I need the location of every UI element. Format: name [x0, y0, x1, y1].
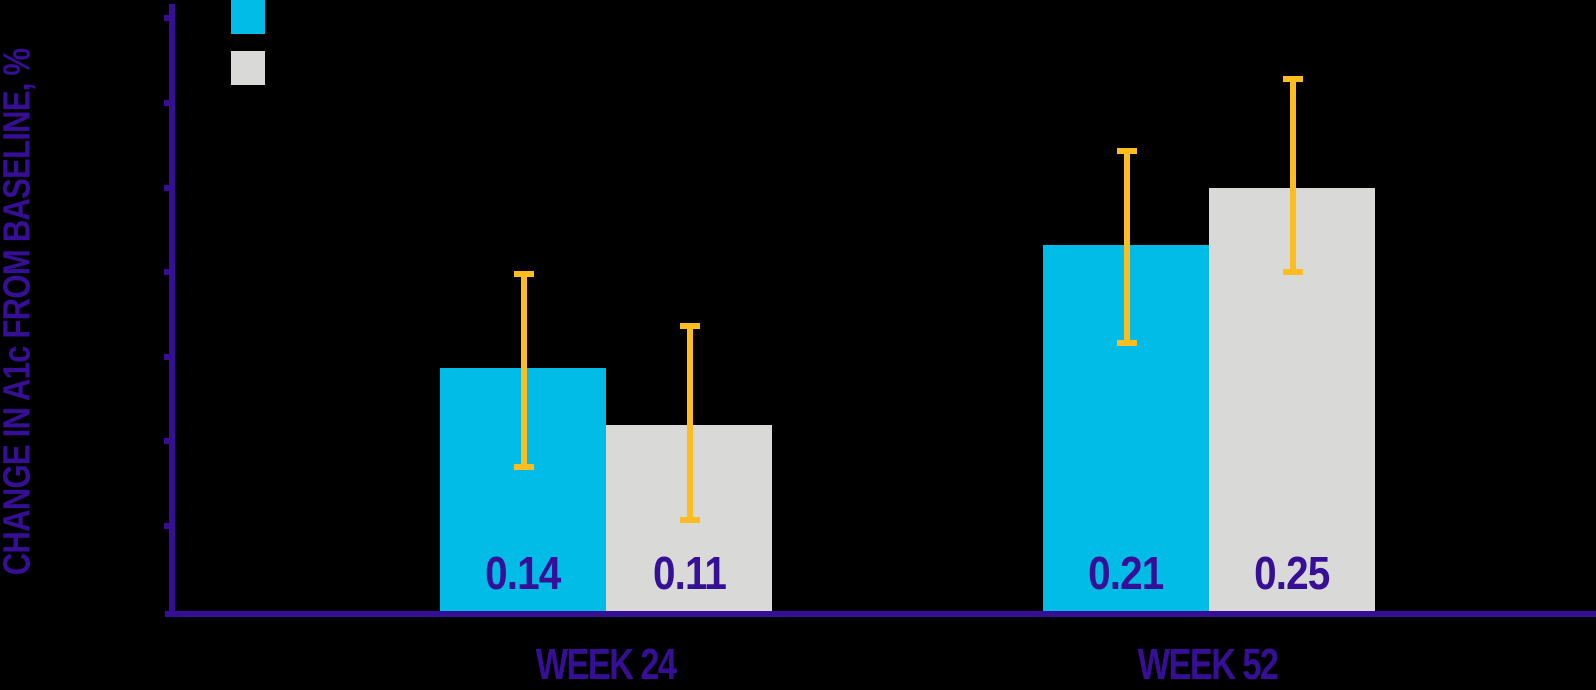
error-bar-week52-series-2	[1290, 78, 1296, 272]
legend-swatch-series-1	[231, 0, 265, 34]
error-cap-bottom	[680, 517, 700, 523]
bar-value-label: 0.11	[652, 547, 726, 599]
y-axis-title: CHANGE IN A1c FROM BASELINE, %	[0, 0, 40, 633]
error-cap-bottom	[514, 464, 534, 470]
y-axis-title-text: CHANGE IN A1c FROM BASELINE, %	[0, 48, 39, 576]
error-cap-top	[1283, 76, 1303, 82]
bar-week24-series-1: 0.14	[440, 368, 606, 614]
error-cap-bottom	[1117, 340, 1137, 346]
bar-value-label: 0.14	[485, 547, 561, 599]
error-bar-week24-series-2	[687, 325, 693, 520]
y-tick	[164, 185, 172, 191]
error-cap-top	[514, 271, 534, 277]
legend-swatch-series-2	[231, 51, 265, 85]
error-bar-week24-series-1	[521, 273, 527, 467]
x-label-week52: WEEK 52	[1138, 640, 1279, 689]
bar-value-label: 0.21	[1088, 547, 1164, 599]
error-cap-top	[680, 323, 700, 329]
y-tick	[164, 269, 172, 275]
y-tick	[164, 100, 172, 106]
x-axis-line	[165, 611, 1596, 617]
error-bar-week52-series-1	[1124, 150, 1130, 343]
error-cap-bottom	[1283, 269, 1303, 275]
error-cap-top	[1117, 148, 1137, 154]
y-tick	[164, 523, 172, 529]
y-tick	[164, 354, 172, 360]
y-tick	[164, 15, 172, 21]
y-tick	[164, 438, 172, 444]
y-axis-line	[169, 4, 175, 617]
bar-value-label: 0.25	[1254, 547, 1330, 599]
x-label-week24: WEEK 24	[536, 640, 677, 689]
